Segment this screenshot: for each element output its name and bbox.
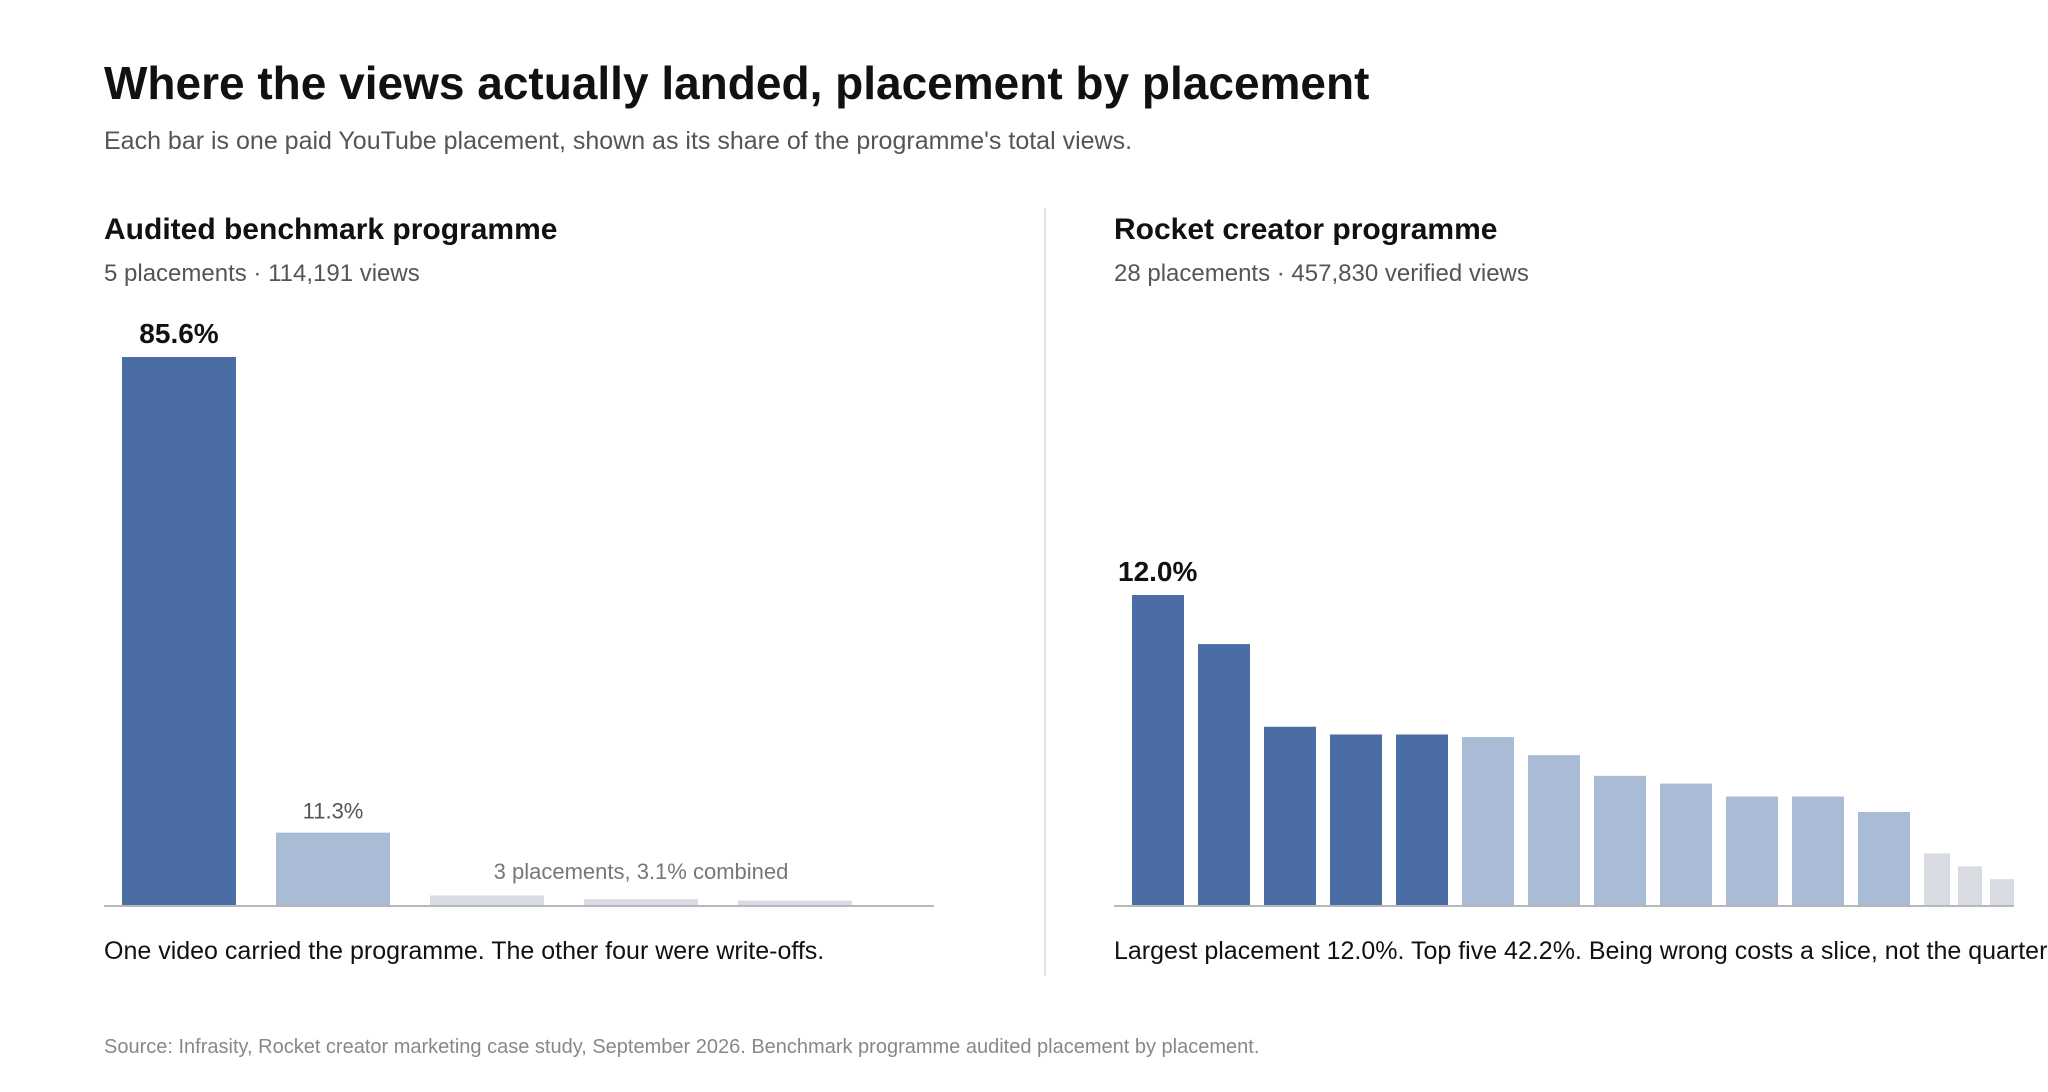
benchmark-bar-4 [584, 899, 698, 905]
rocket-bar-1 [1132, 595, 1184, 905]
benchmark-bar-chart: 85.6% 11.3% 3 placements, 3.1% combined [104, 318, 934, 907]
benchmark-cluster-annotation: 3 placements, 3.1% combined [494, 859, 789, 884]
rocket-bar-chart: 12.0% [1114, 556, 2014, 907]
rocket-bar-7 [1528, 755, 1580, 905]
page-title: Where the views actually landed, placeme… [104, 57, 1370, 109]
rocket-bar-10 [1726, 796, 1778, 905]
rocket-meta: 28 placements · 457,830 verified views [1114, 260, 1529, 287]
rocket-bar-5 [1396, 734, 1448, 905]
rocket-bar-11 [1792, 796, 1844, 905]
rocket-bar-12 [1858, 812, 1910, 905]
benchmark-panel: Audited benchmark programme 5 placements… [104, 205, 1024, 985]
rocket-bar-6 [1462, 737, 1514, 905]
rocket-bar-15 [1990, 879, 2014, 905]
benchmark-bar-2 [276, 832, 390, 905]
benchmark-value-label-2: 11.3% [303, 799, 364, 824]
source-note: Source: Infrasity, Rocket creator market… [104, 1036, 1260, 1058]
benchmark-meta: 5 placements · 114,191 views [104, 260, 420, 287]
benchmark-bar-3 [430, 895, 544, 905]
benchmark-note: One video carried the programme. The oth… [104, 937, 825, 965]
benchmark-bar-5 [738, 900, 852, 905]
rocket-bar-14 [1958, 866, 1982, 905]
rocket-value-label-1: 12.0% [1118, 556, 1197, 587]
panel-divider [1044, 208, 1046, 976]
rocket-bar-3 [1264, 726, 1316, 905]
rocket-bar-9 [1660, 783, 1712, 905]
benchmark-value-label-1: 85.6% [139, 318, 218, 349]
rocket-bar-13 [1924, 853, 1950, 905]
rocket-bar-8 [1594, 775, 1646, 905]
rocket-bar-4 [1330, 734, 1382, 905]
rocket-note: Largest placement 12.0%. Top five 42.2%.… [1114, 937, 2048, 965]
rocket-title: Rocket creator programme [1114, 213, 1498, 246]
benchmark-title: Audited benchmark programme [104, 213, 558, 246]
rocket-panel: Rocket creator programme 28 placements ·… [1114, 205, 2048, 985]
rocket-bar-2 [1198, 644, 1250, 905]
benchmark-bar-1 [122, 357, 236, 905]
page-subtitle: Each bar is one paid YouTube placement, … [104, 127, 1133, 155]
